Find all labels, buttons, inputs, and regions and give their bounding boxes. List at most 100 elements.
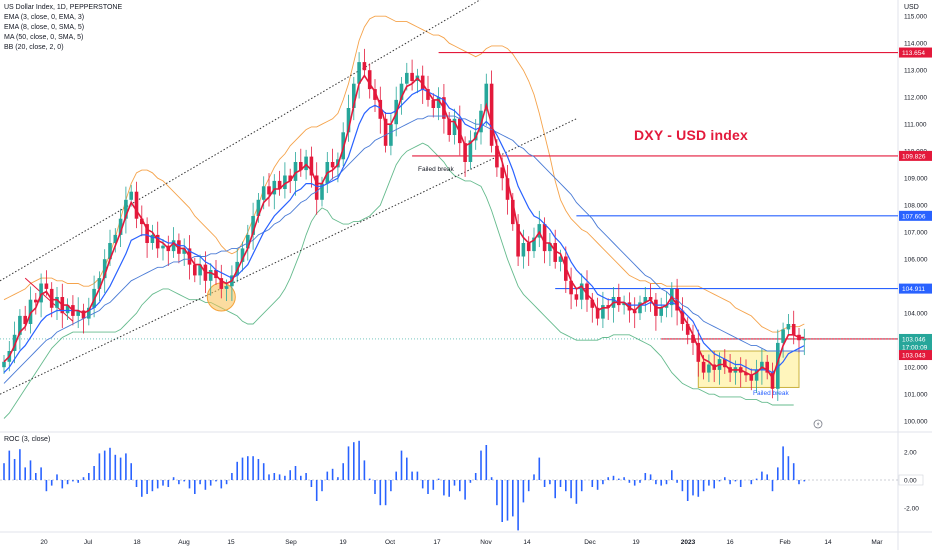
candle-body-7 [39,283,43,303]
candle-body-67 [357,62,361,84]
time-tick-4: 15 [227,539,235,546]
candle-body-20 [108,243,112,260]
lower-channel-line [0,118,577,395]
candle-body-96 [511,199,515,225]
candle-body-147 [781,329,785,343]
price-label-box-6 [899,350,932,361]
price-tick-1: 114.000 [904,41,927,48]
candle-body-5 [28,299,33,324]
candle-body-34 [182,248,186,254]
ma50-line [3,115,805,384]
candle-body-53 [283,175,287,189]
candle-body-54 [288,175,292,181]
down-trendline [24,277,74,322]
price-label-3: 104.911 [902,286,925,293]
price-label-5: 17:00:09 [902,344,928,351]
candle-body-141 [749,375,754,381]
candle-body-105 [558,256,563,262]
moving-averages [3,74,805,384]
time-tick-5: Sep [285,539,297,546]
time-tick-3: Aug [178,539,190,546]
legend-ema8[interactable]: EMA (8, close, 0, SMA, 5) [4,24,85,31]
lightning-glyph [816,421,820,427]
candle-body-88 [468,140,473,162]
candle-body-97 [516,224,520,257]
ema8-line [3,88,805,374]
candle-body-22 [118,218,123,235]
time-tick-7: Oct [385,539,395,546]
time-tick-1: Jul [84,539,93,546]
price-label-box-2 [899,210,932,221]
candle-body-75 [399,83,404,100]
candle-body-92 [489,83,494,146]
legend-ema3[interactable]: EMA (3, close, 0, EMA, 3) [4,14,85,21]
legend-bb[interactable]: BB (20, close, 2, 0) [4,44,64,51]
legend-ma50[interactable]: MA (50, close, 0, SMA, 5) [4,34,84,41]
candle-body-24 [129,191,133,200]
candle-body-50 [267,186,271,195]
candle-body-112 [595,307,600,319]
time-tick-16: 14 [824,539,832,546]
candle-body-85 [452,118,457,135]
candle-body-125 [664,305,669,308]
price-label-1: 109.826 [902,153,926,160]
time-tick-15: Feb [779,539,791,546]
legend-symbol[interactable]: US Dollar Index, 1D, PEPPERSTONE [4,4,123,11]
candle-body-110 [585,283,589,300]
bb-upper-line [3,15,805,333]
bollinger-bands [3,15,805,419]
candle-body-99 [526,243,531,252]
time-tick-0: 20 [40,539,48,546]
candle-body-79 [420,75,425,90]
time-tick-9: Nov [480,539,492,546]
candle-body-14 [76,310,80,316]
price-tick-13: 102.000 [904,365,928,372]
price-tick-6: 109.000 [904,176,928,183]
candle-body-60 [320,183,324,200]
candle-body-149 [791,324,796,335]
candle-body-148 [786,324,791,330]
candle-body-84 [447,118,451,135]
candle-body-120 [638,302,642,314]
candle-body-143 [760,361,764,370]
price-tick-0: 115.000 [904,14,927,21]
candle-body-42 [224,286,229,289]
candle-body-45 [240,248,245,262]
candle-body-132 [701,361,706,373]
candle-body-65 [346,108,351,133]
candle-body-146 [776,342,780,389]
ema3-line [3,74,805,380]
price-tick-4: 111.000 [904,122,927,129]
candle-body-70 [373,89,377,100]
candle-body-94 [500,167,504,179]
candle-body-114 [606,305,610,308]
bb-lower-line [3,142,794,419]
price-label-4: 103.046 [902,336,926,343]
candle-body-21 [113,234,118,243]
candle-body-121 [643,297,648,303]
candle-body-58 [309,156,314,176]
candle-body-69 [367,70,372,90]
candle-body-109 [579,283,584,300]
price-label-2: 107.606 [902,213,926,220]
candle-body-41 [219,278,224,289]
indicator-legend[interactable]: US Dollar Index, 1D, PEPPERSTONE EMA (3,… [4,3,122,53]
candle-body-6 [34,299,38,303]
candle-body-8 [44,283,49,289]
candle-body-95 [505,178,510,200]
candle-body-76 [405,72,409,84]
price-tick-11: 104.000 [904,311,928,318]
candle-body-15 [81,310,86,319]
candle-body-2 [12,334,17,351]
price-tick-15: 100.000 [904,419,928,426]
price-tick-9: 106.000 [904,257,928,264]
candle-body-142 [754,369,759,381]
failed-break-label-1: Failed break [418,166,455,173]
candle-body-62 [330,162,335,168]
candle-body-102 [542,224,547,252]
candle-body-32 [171,240,176,252]
candle-body-136 [723,359,727,368]
candle-body-77 [410,72,414,81]
roc-legend[interactable]: ROC (3, close) [4,436,51,443]
